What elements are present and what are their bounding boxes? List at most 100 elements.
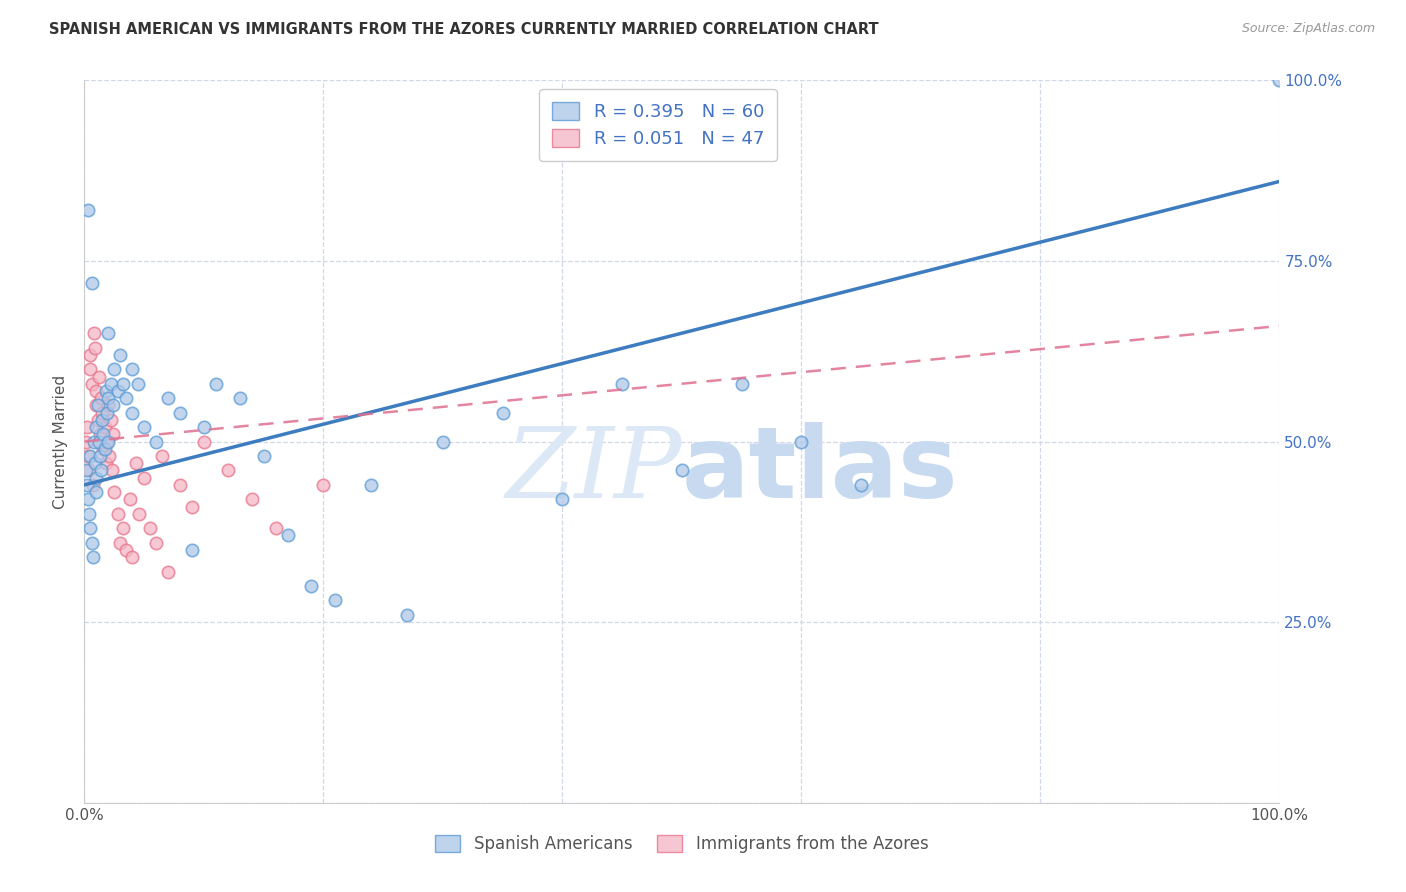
Point (79, 348, 101, 362)
Point (94, 384, 117, 398)
Point (277, 528, 299, 542)
Point (150, 449, 173, 463)
Point (107, 384, 129, 398)
Point (86, 485, 108, 500)
Point (79, 449, 101, 463)
Point (312, 478, 335, 492)
Point (93, 442, 115, 456)
Point (76, 478, 98, 492)
Text: Source: ZipAtlas.com: Source: ZipAtlas.com (1241, 22, 1375, 36)
Point (118, 492, 141, 507)
Point (103, 362, 125, 376)
Point (103, 485, 125, 500)
Point (97, 326, 120, 340)
Point (115, 391, 138, 405)
Point (157, 391, 180, 405)
Point (790, 434, 813, 449)
Point (551, 492, 574, 507)
Point (125, 456, 148, 470)
Point (86, 384, 108, 398)
Y-axis label: Currently Married: Currently Married (53, 375, 69, 508)
Point (181, 542, 204, 557)
Point (851, 478, 873, 492)
Point (98, 449, 121, 463)
Point (97, 398, 120, 412)
Legend: Spanish Americans, Immigrants from the Azores: Spanish Americans, Immigrants from the A… (429, 828, 935, 860)
Point (90, 463, 112, 477)
Point (110, 535, 132, 549)
Point (76, 420, 98, 434)
Point (264, 521, 287, 535)
Point (84, 341, 107, 355)
Point (1268, 73, 1291, 87)
Point (145, 535, 167, 549)
Point (169, 406, 191, 420)
Point (145, 434, 167, 449)
Point (432, 434, 454, 449)
Point (217, 463, 239, 477)
Point (87, 369, 110, 384)
Point (193, 434, 215, 449)
Point (89, 449, 111, 463)
Point (86, 398, 108, 412)
Point (94, 456, 117, 470)
Point (91, 406, 114, 420)
Point (127, 376, 149, 391)
Text: atlas: atlas (682, 422, 959, 519)
Point (93, 442, 115, 456)
Point (100, 413, 122, 427)
Point (128, 507, 150, 521)
Point (101, 398, 124, 412)
Point (84, 456, 107, 470)
Point (205, 376, 228, 391)
Point (121, 550, 143, 565)
Point (253, 449, 276, 463)
Point (396, 607, 419, 622)
Point (77, 203, 100, 218)
Point (229, 391, 252, 405)
Point (91, 413, 114, 427)
Point (79, 521, 101, 535)
Point (107, 507, 129, 521)
Point (80, 376, 103, 391)
Point (101, 427, 124, 442)
Point (157, 565, 180, 579)
Point (77, 492, 100, 507)
Point (93, 420, 115, 434)
Point (132, 470, 156, 484)
Point (111, 376, 134, 391)
Point (671, 463, 693, 477)
Point (100, 376, 122, 391)
Point (83, 326, 105, 340)
Point (132, 420, 156, 434)
Point (111, 521, 134, 535)
Point (181, 500, 204, 514)
Point (87, 434, 110, 449)
Point (121, 406, 143, 420)
Point (86, 420, 108, 434)
Point (77, 449, 100, 463)
Point (97, 434, 120, 449)
Point (96, 434, 118, 449)
Point (612, 376, 634, 391)
Point (93, 427, 115, 442)
Point (86, 413, 108, 427)
Point (240, 492, 263, 507)
Point (101, 463, 124, 477)
Point (80, 276, 103, 290)
Point (82, 550, 104, 565)
Point (86, 398, 108, 412)
Text: ZIP: ZIP (506, 423, 682, 518)
Point (731, 376, 754, 391)
Point (75, 434, 97, 449)
Point (97, 391, 120, 405)
Point (115, 542, 138, 557)
Point (77, 507, 100, 521)
Point (360, 478, 382, 492)
Point (169, 478, 191, 492)
Point (325, 593, 347, 607)
Point (82, 478, 104, 492)
Point (86, 470, 108, 484)
Point (75, 463, 97, 477)
Point (301, 579, 323, 593)
